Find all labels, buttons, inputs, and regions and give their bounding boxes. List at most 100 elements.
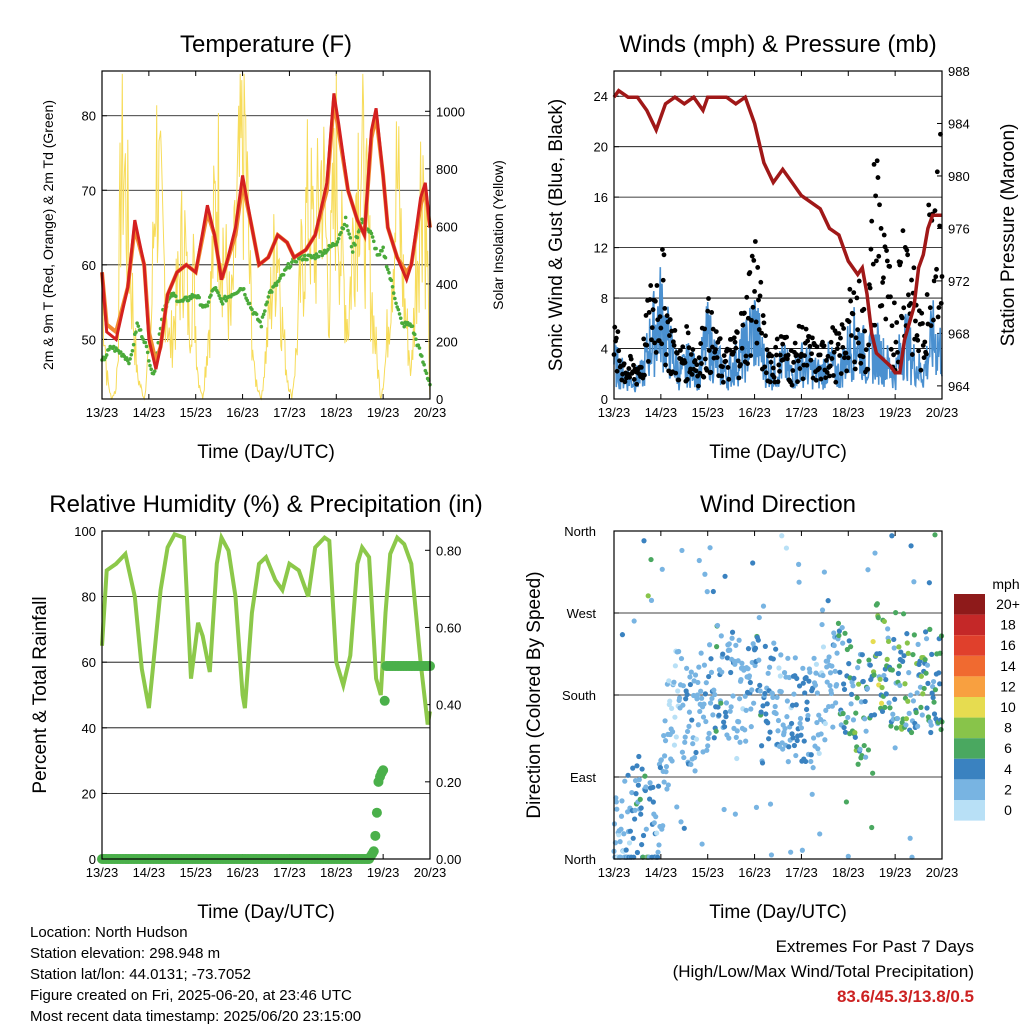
direction-point (656, 842, 662, 848)
direction-point (688, 669, 694, 675)
direction-point (709, 695, 715, 702)
gust-point (838, 371, 844, 377)
chart-title: Temperature (F) (180, 31, 352, 58)
direction-point (662, 738, 669, 744)
gust-point (749, 253, 755, 259)
direction-point (748, 724, 754, 730)
direction-point (726, 735, 732, 741)
gust-point (654, 283, 660, 288)
direction-point (793, 702, 799, 708)
dewpoint-point (416, 343, 421, 347)
gust-point (631, 376, 637, 382)
legend-swatch (954, 697, 985, 718)
legend-swatch (954, 614, 985, 636)
gust-point (689, 371, 695, 377)
direction-point (733, 642, 739, 648)
dewpoint-point (259, 324, 264, 329)
gust-point (884, 258, 890, 264)
direction-point (922, 656, 928, 663)
direction-point (921, 685, 927, 692)
direction-point (930, 678, 937, 685)
direction-point (827, 683, 833, 689)
direction-point (807, 669, 813, 675)
direction-point (900, 611, 907, 617)
gust-point (768, 359, 774, 365)
y2-tick-label: 976 (948, 221, 970, 236)
direction-point (669, 729, 676, 735)
y-axis-label: Direction (Colored By Speed) (524, 571, 545, 818)
direction-point (766, 664, 773, 670)
direction-point (642, 773, 648, 779)
x-tick-label: 16/23 (226, 865, 259, 880)
gust-point (921, 355, 927, 361)
direction-point (703, 718, 709, 725)
direction-point (829, 703, 835, 709)
x-tick-label: 13/23 (598, 405, 631, 420)
direction-point (676, 648, 682, 655)
direction-point (616, 832, 622, 838)
gust-point (844, 368, 850, 374)
dewpoint-point (241, 287, 246, 291)
x-tick-label: 18/23 (832, 865, 865, 880)
direction-point (863, 728, 869, 734)
gust-point (658, 325, 664, 331)
direction-point (706, 730, 712, 736)
direction-point (666, 678, 672, 684)
direction-point (841, 686, 848, 693)
dewpoint-point (302, 253, 307, 258)
gust-point (789, 382, 795, 388)
dewpoint-point (305, 257, 309, 262)
direction-point (619, 798, 625, 804)
y-tick-label: North (564, 852, 596, 867)
direction-point (893, 610, 899, 616)
gust-point (738, 362, 743, 367)
gust-point (839, 322, 845, 328)
direction-point (648, 597, 655, 603)
gust-point (904, 247, 910, 253)
gust-point (672, 328, 678, 333)
direction-point (879, 684, 885, 691)
direction-point (874, 601, 880, 607)
direction-point (825, 658, 831, 664)
dewpoint-point (397, 312, 402, 316)
direction-point (714, 643, 720, 650)
gust-point (626, 366, 632, 371)
direction-point (910, 698, 917, 704)
gust-point (647, 297, 653, 302)
direction-point (896, 663, 902, 669)
direction-point (760, 603, 767, 609)
gust-point (759, 330, 764, 336)
gust-point (645, 358, 651, 364)
direction-point (903, 722, 909, 728)
direction-point (911, 579, 917, 585)
gust-point (860, 354, 866, 360)
direction-point (722, 573, 728, 579)
direction-point (700, 714, 707, 720)
gust-point (878, 226, 884, 231)
direction-point (679, 749, 686, 755)
direction-point (686, 723, 692, 729)
direction-point (808, 752, 814, 758)
direction-point (797, 720, 803, 726)
gust-point (861, 306, 867, 312)
gust-point (648, 283, 654, 288)
direction-point (803, 675, 809, 681)
panel-temperature: Temperature (F) 13/23 14/23 15/23 16/23 17/23… (40, 31, 506, 463)
gust-point (802, 353, 807, 359)
gust-point (664, 313, 670, 319)
x-tick-label: 18/23 (320, 405, 353, 420)
gust-point (688, 352, 694, 357)
precip-point (368, 846, 379, 857)
direction-point (723, 700, 730, 706)
direction-point (878, 700, 885, 706)
direction-point (887, 705, 893, 711)
direction-point (796, 561, 802, 567)
gust-point (923, 351, 929, 357)
direction-point (645, 593, 651, 599)
y-axis-label: Percent & Total Rainfall (30, 596, 51, 793)
direction-point (626, 840, 633, 846)
direction-point (862, 698, 868, 705)
legend-swatch (954, 594, 985, 615)
direction-point (924, 662, 931, 668)
direction-point (738, 676, 744, 683)
